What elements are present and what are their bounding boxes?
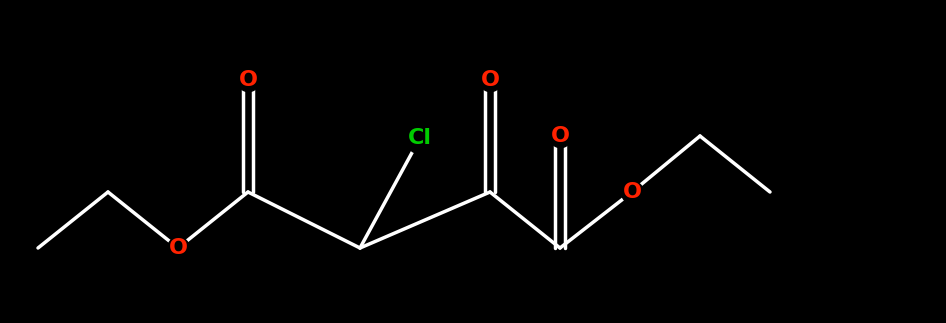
Text: O: O [481,70,499,90]
Text: O: O [551,126,569,146]
Text: O: O [622,182,641,202]
Text: O: O [238,70,257,90]
Text: Cl: Cl [408,128,432,148]
Text: O: O [168,238,187,258]
